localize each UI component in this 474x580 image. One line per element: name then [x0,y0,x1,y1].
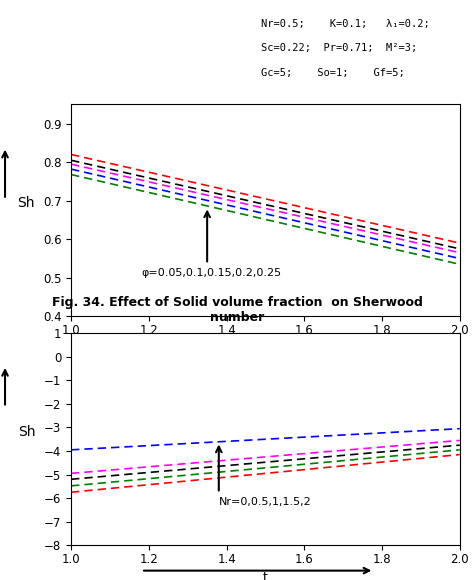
Text: Nr=0,0.5,1,1.5,2: Nr=0,0.5,1,1.5,2 [219,497,311,507]
Text: Fig. 34. Effect of Solid volume fraction  on Sherwood
number: Fig. 34. Effect of Solid volume fraction… [52,296,422,324]
X-axis label: t: t [263,343,268,356]
Text: Nr=0.5;    K=0.1;   λ₁=0.2;: Nr=0.5; K=0.1; λ₁=0.2; [261,19,429,29]
Text: Gc=5;    So=1;    Gf=5;: Gc=5; So=1; Gf=5; [261,68,404,78]
Text: φ=0.05,0.1,0.15,0.2,0.25: φ=0.05,0.1,0.15,0.2,0.25 [141,268,281,278]
Y-axis label: Sh: Sh [18,197,35,211]
Y-axis label: Sh: Sh [18,425,36,439]
X-axis label: t: t [263,571,268,580]
Text: Sc=0.22;  Pr=0.71;  M²=3;: Sc=0.22; Pr=0.71; M²=3; [261,44,417,53]
